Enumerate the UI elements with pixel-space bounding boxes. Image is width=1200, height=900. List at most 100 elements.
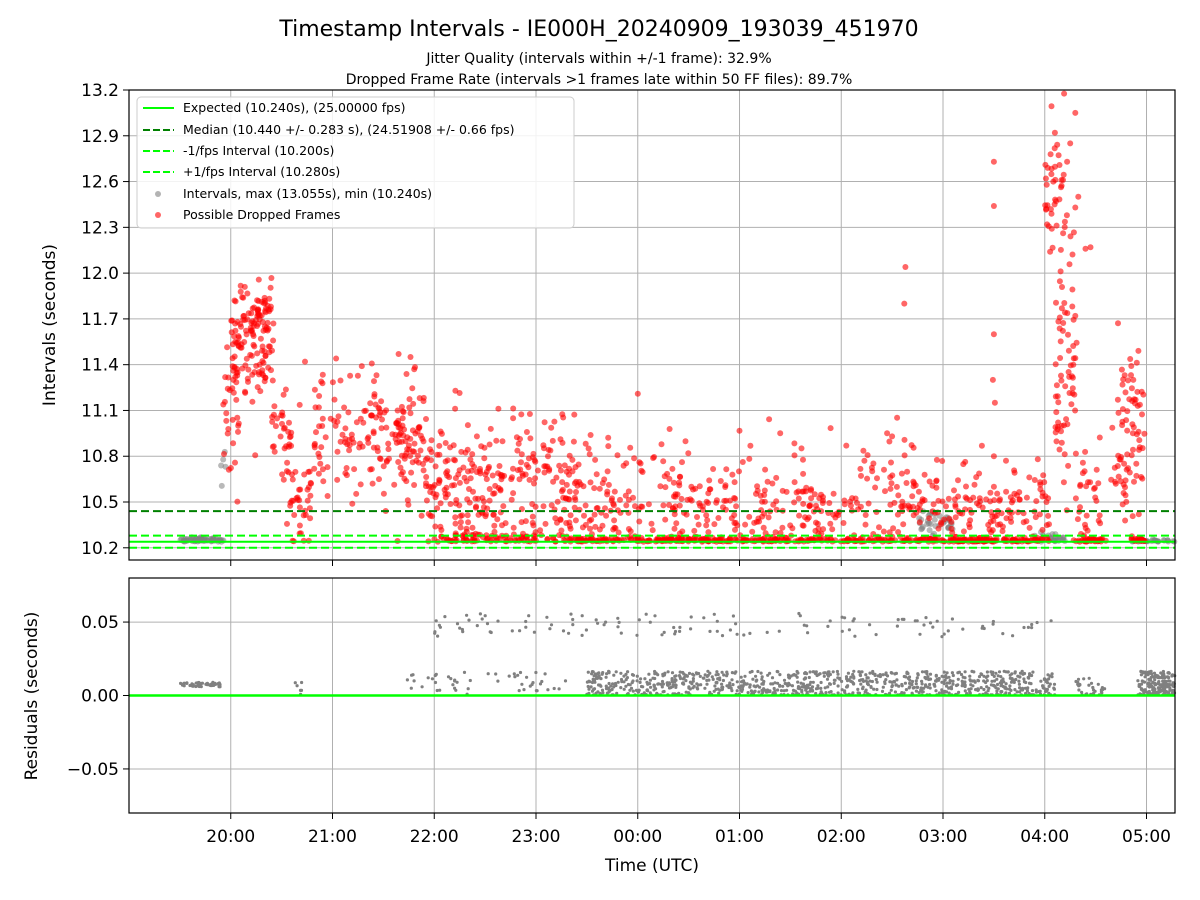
residual-point	[715, 619, 719, 623]
residual-point	[1031, 670, 1035, 674]
residual-point	[412, 679, 416, 683]
dropped-frame-point	[259, 319, 266, 325]
dropped-frame-point	[516, 476, 523, 483]
residual-point	[1030, 673, 1034, 678]
legend-swatch-intervals	[155, 191, 161, 197]
dropped-frame-point	[862, 521, 869, 528]
residual-point	[712, 689, 716, 693]
dropped-frame-point	[764, 478, 771, 485]
dropped-frame-point	[808, 486, 815, 493]
dropped-frame-point	[415, 452, 421, 459]
residual-point	[742, 681, 747, 685]
dropped-frame-point	[1064, 158, 1071, 165]
dropped-frame-point	[926, 478, 933, 485]
residual-point	[735, 632, 739, 636]
dropped-frame-point	[882, 488, 888, 495]
dropped-frame-point	[1009, 497, 1016, 504]
dropped-frame-point	[563, 481, 570, 488]
residual-point	[604, 684, 608, 688]
dropped-frame-point	[990, 453, 997, 460]
dropped-frame-point	[243, 355, 250, 362]
dropped-frame-point	[369, 480, 376, 487]
dropped-frame-point	[265, 343, 272, 350]
dropped-frame-point	[711, 521, 718, 528]
dropped-frame-point	[881, 466, 887, 473]
dropped-frame-point	[425, 510, 432, 517]
dropped-frame-point	[870, 460, 877, 467]
dropped-frame-point	[811, 491, 818, 498]
dropped-frame-point	[678, 495, 685, 502]
dropped-frame-point	[518, 459, 524, 466]
residual-point	[957, 670, 962, 674]
residual-point	[622, 680, 626, 684]
dropped-frame-point	[566, 523, 573, 530]
residual-point	[799, 681, 803, 685]
dropped-frame-point	[469, 451, 476, 458]
dropped-frame-point	[1082, 245, 1089, 252]
interval-point	[220, 456, 227, 463]
dropped-frame-point	[447, 501, 454, 507]
residual-point	[1045, 678, 1049, 682]
residual-point	[701, 676, 705, 680]
dropped-frame-point	[284, 520, 290, 527]
dropped-frame-point	[249, 318, 256, 325]
dropped-frame-point	[254, 297, 261, 304]
residual-point	[409, 686, 413, 690]
dropped-frame-point	[371, 378, 377, 385]
residual-point	[893, 690, 898, 694]
dropped-frame-point	[664, 470, 671, 477]
dropped-frame-point	[359, 443, 366, 450]
residual-point	[987, 686, 991, 691]
dropped-frame-point	[531, 532, 537, 539]
dropped-frame-point	[1128, 372, 1134, 379]
dropped-frame-point	[1047, 151, 1054, 158]
residual-point	[777, 629, 781, 633]
dropped-frame-point	[630, 494, 636, 501]
residual-point	[678, 629, 682, 634]
residual-point	[844, 675, 849, 679]
dropped-frame-point	[991, 399, 998, 406]
dropped-frame-point	[473, 433, 480, 440]
residual-point	[950, 671, 955, 675]
dropped-frame-point	[684, 496, 691, 503]
dropped-frame-point	[1139, 475, 1146, 482]
dropped-frame-point	[347, 372, 354, 379]
dropped-frame-point	[1059, 284, 1065, 290]
residual-point	[806, 685, 810, 690]
dropped-frame-point	[1093, 466, 1100, 473]
dropped-frame-point	[754, 483, 761, 490]
dropped-frame-point	[1141, 430, 1148, 437]
residual-point	[694, 671, 699, 675]
dropped-frame-point	[540, 503, 547, 510]
residual-point	[1171, 681, 1175, 685]
residual-point	[1026, 625, 1030, 630]
residual-point	[765, 630, 769, 635]
residual-point	[951, 679, 955, 683]
dropped-frame-point	[1095, 480, 1102, 487]
residual-point	[695, 682, 699, 686]
residual-point	[586, 670, 590, 674]
dropped-frame-point	[500, 503, 507, 510]
residual-point	[181, 682, 185, 686]
dropped-frame-point	[525, 455, 532, 462]
residual-point	[1139, 682, 1144, 686]
dropped-frame-point	[469, 524, 476, 531]
dropped-frame-point	[990, 203, 997, 209]
residual-point	[691, 686, 695, 690]
dropped-frame-point	[916, 519, 923, 526]
dropped-frame-point	[405, 501, 412, 508]
residual-point	[894, 671, 899, 676]
dropped-frame-point	[257, 335, 264, 342]
dropped-frame-point	[389, 431, 396, 438]
dropped-frame-point	[847, 498, 854, 505]
dropped-frame-point	[826, 500, 833, 506]
interval-point	[187, 535, 194, 542]
residual-point	[446, 675, 451, 679]
residual-point	[994, 671, 998, 675]
dropped-frame-point	[1136, 437, 1143, 444]
dropped-frame-point	[671, 511, 678, 518]
residual-point	[649, 685, 653, 689]
residual-point	[1042, 686, 1046, 690]
dropped-frame-point	[272, 423, 279, 430]
dropped-frame-point	[457, 513, 464, 520]
